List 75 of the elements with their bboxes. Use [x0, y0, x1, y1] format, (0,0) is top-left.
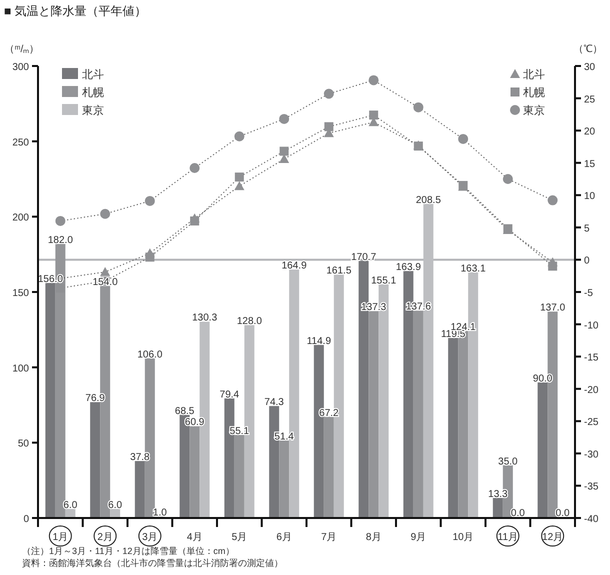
y-tick-label: 300 [12, 62, 30, 73]
data-label: 182.0 [48, 234, 74, 246]
y2-tick-label: 0 [584, 256, 590, 267]
y2-tick-label: 10 [584, 191, 596, 202]
legend-label: 札幌 [523, 86, 545, 99]
data-label: 13.3 [488, 488, 508, 500]
y-tick-label: 100 [12, 363, 30, 374]
data-label: 128.0 [236, 316, 262, 328]
y2-tick-label: 20 [584, 126, 596, 138]
data-label: 114.9 [306, 336, 332, 347]
y-tick-label: 250 [12, 137, 30, 148]
data-label: 170.7 [351, 252, 377, 263]
x-tick-label: 6月 [276, 532, 292, 543]
data-label: 155.1 [371, 275, 397, 286]
data-label: 163.9 [396, 262, 422, 274]
x-tick-label: 7月 [321, 532, 337, 543]
data-label: 156.0 [38, 274, 64, 285]
data-label: 164.9 [282, 260, 308, 272]
y2-tick-label: 30 [584, 62, 596, 73]
x-tick-label: 5月 [232, 532, 248, 543]
y-tick-label: 0 [23, 514, 30, 525]
data-label: 137.3 [361, 302, 387, 314]
y2-tick-label: 5 [584, 223, 590, 234]
x-tick-label: 4月 [186, 532, 202, 543]
data-label: 37.8 [130, 452, 150, 464]
data-label: 6.0 [63, 500, 78, 511]
y2-tick-label: -25 [584, 417, 599, 428]
y-tick-label: 50 [18, 438, 30, 450]
y2-tick-label: -5 [584, 288, 594, 299]
data-label: 79.4 [220, 389, 240, 400]
y2-tick-label: -35 [584, 482, 599, 493]
legend-label: 東京 [82, 104, 104, 117]
text: （注）1月～3月・11月・12月は降雪量（単位：cm） [22, 546, 234, 556]
y-tick-label: 150 [12, 288, 30, 299]
data-label: 90.0 [532, 373, 553, 384]
data-label: 0.0 [510, 508, 526, 519]
y2-tick-label: 15 [584, 158, 596, 170]
data-label: 74.3 [264, 397, 284, 408]
data-label: 208.5 [416, 194, 442, 206]
data-label: 6.0 [108, 500, 123, 511]
x-tick-label: 11月 [498, 532, 518, 543]
y2-tick-label: 25 [584, 94, 596, 106]
x-tick-label: 1月 [52, 532, 68, 543]
data-label: 35.0 [498, 456, 518, 468]
y2-tick-label: -15 [584, 352, 599, 364]
data-label: 68.5 [174, 406, 195, 417]
legend-label: 東京 [523, 104, 545, 117]
data-label: 137.6 [406, 302, 432, 313]
x-tick-label: 3月 [142, 532, 158, 543]
y2-tick-label: -10 [584, 320, 599, 332]
legend-label: 札幌 [82, 86, 104, 99]
y2-tick-label: -30 [584, 449, 599, 460]
data-label: 76.9 [85, 393, 106, 404]
text: 資料：函館海洋気象台（北斗市の降雪量は北斗消防署の測定値） [22, 558, 283, 568]
y2-tick-label: -20 [584, 384, 599, 396]
y2-axis-title: （℃） [574, 44, 602, 55]
data-label: 130.3 [192, 312, 218, 324]
data-label: 163.1 [460, 263, 486, 274]
data-label: 106.0 [137, 349, 163, 360]
y-tick-label: 200 [12, 212, 30, 224]
data-label: 161.5 [326, 266, 352, 277]
data-label: 137.0 [540, 302, 566, 314]
legend-label: 北斗 [523, 68, 545, 81]
data-label: 1.0 [152, 507, 168, 518]
x-tick-label: 2月 [97, 532, 113, 543]
legend-label: 北斗 [82, 68, 104, 81]
y-axis-title: （ᵐ/ₘ） [4, 44, 40, 55]
data-label: 0.0 [556, 508, 570, 519]
chart-title: ■ 気温と降水量（平年値） [4, 4, 147, 18]
x-tick-label: 8月 [366, 532, 382, 543]
x-tick-label: 12月 [542, 532, 564, 543]
data-label: 154.0 [92, 276, 118, 288]
x-tick-label: 10月 [452, 532, 474, 543]
y2-tick-label: -40 [584, 514, 599, 525]
x-tick-label: 9月 [410, 532, 426, 543]
